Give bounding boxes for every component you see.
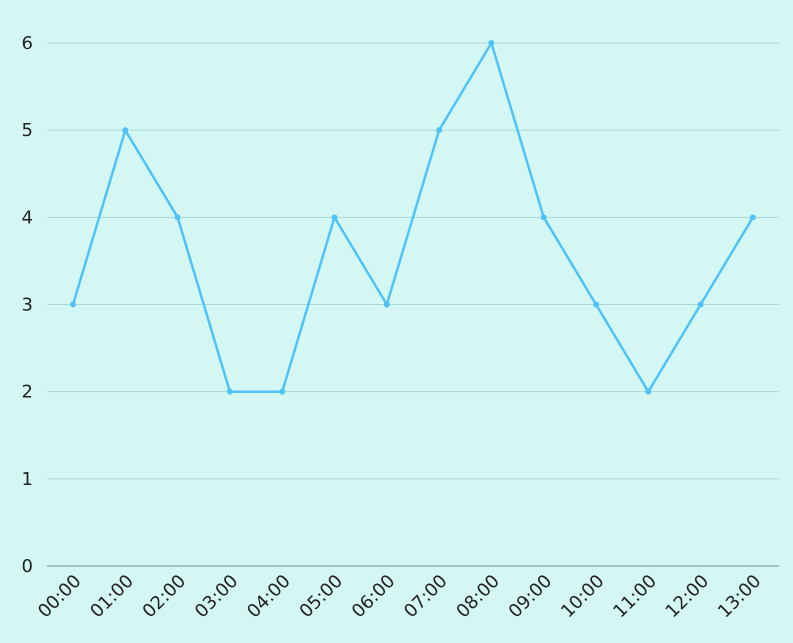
data-point [749,214,756,221]
data-point [122,127,129,134]
data-point [697,301,704,308]
series-line [71,41,755,393]
y-tick-label: 0 [22,556,33,577]
y-tick-label: 4 [22,207,33,228]
data-point [279,388,286,395]
data-point [331,214,338,221]
y-axis-tick-labels: 0 1 2 3 4 5 6 [22,33,33,577]
data-point [593,301,599,308]
y-tick-label: 3 [22,295,33,316]
data-point [540,214,547,221]
y-tick-label: 1 [22,469,33,490]
y-tick-label: 6 [22,33,33,54]
data-point [174,214,181,221]
series-layer [70,40,756,395]
data-point [383,301,390,308]
data-point [436,127,443,134]
data-point [226,388,233,395]
data-point [70,301,76,308]
y-tick-label: 5 [22,120,33,141]
data-point [488,40,495,46]
data-point [645,388,652,395]
y-tick-label: 2 [22,382,33,403]
